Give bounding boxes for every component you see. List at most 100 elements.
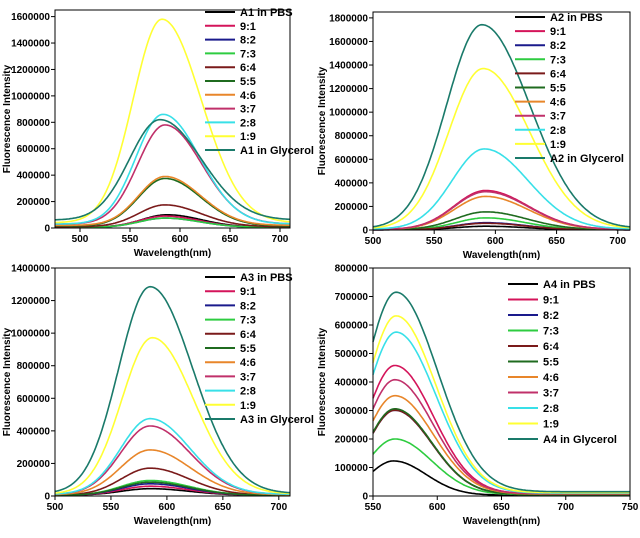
y-tick-label-a1: 1200000 [11, 65, 50, 76]
panel-a3: 500 550 600 650 700 0 200000 400000 600000 800000… [2, 264, 314, 528]
y-tick-label-a3: 1400000 [11, 264, 50, 275]
y-tick-label-a4: 400000 [335, 378, 369, 389]
series-line-a4-5-5 [372, 408, 630, 496]
x-tick-label-a3: 550 [103, 502, 120, 513]
legend-a3: A3 in PBS 9:1 8:2 7:3 6:4 5:5 4:6 3:7 2:8 1:9 A3 i… [205, 272, 314, 426]
panel-a2: 500 550 600 650 700 0 200000 400000 600000 800000… [317, 11, 631, 261]
legend-label-a2-pbs: A2 in PBS [550, 12, 603, 24]
plot-frame-a3 [54, 267, 291, 497]
legend-label-a1-8-2: 8:2 [240, 35, 256, 47]
legend-label-a1-pbs: A1 in PBS [240, 7, 293, 19]
legend-label-a2-9-1: 9:1 [550, 26, 566, 38]
x-tick-label-a2: 500 [365, 236, 382, 247]
series-line-a4-8-2 [372, 409, 630, 496]
y-tick-label-a2: 1400000 [329, 61, 368, 72]
legend-label-a2-5-5: 5:5 [550, 83, 566, 95]
legend-label-a3-8-2: 8:2 [240, 300, 256, 312]
y-axis-label-a4: Fluorescence Intensity [317, 327, 328, 436]
legend-label-a1-3-7: 3:7 [240, 104, 256, 116]
y-tick-label-a4: 700000 [335, 292, 369, 303]
y-tick-label-a3: 800000 [17, 361, 51, 372]
x-axis-label-a3: Wavelength(nm) [134, 516, 211, 527]
panel-a4: 550 600 650 700 750 0 100000 200000 300000 400000… [317, 264, 639, 528]
legend-label-a1-1-9: 1:9 [240, 131, 256, 143]
legend-label-a2-3-7: 3:7 [550, 111, 566, 123]
x-tick-label-a3: 700 [270, 502, 287, 513]
legend-label-a3-7-3: 7:3 [240, 315, 256, 327]
y-tick-label-a4: 200000 [335, 435, 369, 446]
legend-a2: A2 in PBS 9:1 8:2 7:3 6:4 5:5 4:6 3:7 2:8 1:9 A2 i… [515, 12, 624, 165]
legend-label-a3-glycerol: A3 in Glycerol [240, 414, 314, 426]
x-tick-label-a4: 650 [493, 502, 510, 513]
series-line-a2-1-9 [372, 67, 631, 229]
series-line-a1-glycerol [55, 118, 290, 221]
y-tick-label-a1: 200000 [17, 197, 51, 208]
y-tick-label-a3: 600000 [17, 394, 51, 405]
legend-label-a4-3-7: 3:7 [543, 388, 559, 400]
legend-label-a1-6-4: 6:4 [240, 62, 257, 74]
series-line-a1-6-4 [55, 204, 290, 228]
y-tick-label-a2: 400000 [335, 178, 369, 189]
x-tick-label-a4: 550 [365, 502, 382, 513]
series-line-a4-1-9 [372, 315, 630, 494]
x-tick-label-a1: 600 [172, 234, 189, 245]
y-tick-label-a4: 300000 [335, 406, 369, 417]
y-tick-label-a4: 800000 [335, 264, 369, 275]
legend-label-a3-4-6: 4:6 [240, 357, 256, 369]
y-tick-label-a3: 1200000 [11, 296, 50, 307]
legend-label-a1-2-8: 2:8 [240, 117, 256, 129]
x-tick-label-a3: 500 [47, 502, 64, 513]
y-tick-label-a2: 800000 [335, 131, 369, 142]
legend-label-a4-9-1: 9:1 [543, 295, 559, 307]
y-tick-label-a2: 1000000 [329, 108, 368, 119]
panel-a1: 500 550 600 650 700 0 200000 400000 600000 800000… [2, 7, 314, 259]
series-line-a2-3-7 [372, 190, 630, 231]
series-line-a4-pbs [372, 460, 630, 496]
x-tick-label-a4: 600 [429, 502, 446, 513]
series-line-a1-2-8 [55, 113, 291, 225]
legend-label-a1-9-1: 9:1 [240, 21, 256, 33]
legend-label-a3-3-7: 3:7 [240, 371, 256, 383]
x-tick-label-a4: 750 [622, 502, 639, 513]
legend-label-a4-4-6: 4:6 [543, 372, 559, 384]
legend-label-a3-5-5: 5:5 [240, 343, 256, 355]
y-tick-label-a1: 400000 [17, 171, 51, 182]
plot-frame-a1 [54, 9, 291, 229]
legend-label-a1-5-5: 5:5 [240, 76, 256, 88]
y-tick-label-a3: 0 [44, 492, 50, 503]
y-tick-label-a1: 1000000 [11, 91, 50, 102]
legend-label-a4-1-9: 1:9 [543, 419, 559, 431]
legend-label-a2-4-6: 4:6 [550, 97, 566, 109]
x-tick-label-a2: 650 [548, 236, 565, 247]
plot-frame-a4 [372, 267, 631, 497]
series-line-a2-5-5 [373, 211, 630, 231]
plot-frame-a2 [372, 11, 631, 231]
series-line-a1-7-3 [55, 217, 290, 229]
legend-label-a3-9-1: 9:1 [240, 286, 256, 298]
x-tick-label-a1: 650 [222, 234, 239, 245]
x-axis-label-a4: Wavelength(nm) [463, 516, 540, 527]
y-tick-label-a2: 200000 [335, 202, 369, 213]
series-line-a3-4-6 [54, 449, 290, 496]
legend-label-a2-6-4: 6:4 [550, 68, 567, 80]
legend-label-a2-8-2: 8:2 [550, 40, 566, 52]
y-tick-label-a4: 100000 [335, 463, 369, 474]
y-tick-label-a2: 1600000 [329, 37, 368, 48]
x-axis-label-a1: Wavelength(nm) [134, 248, 211, 259]
series-line-a1-4-6 [55, 175, 291, 227]
legend-label-a3-6-4: 6:4 [240, 329, 257, 341]
legend-label-a4-2-8: 2:8 [543, 403, 559, 415]
y-axis-label-a3: Fluorescence Intensity [2, 327, 13, 436]
x-tick-label-a4: 700 [557, 502, 574, 513]
y-tick-label-a2: 1200000 [329, 84, 368, 95]
y-axis-label-a2: Fluorescence Intensity [317, 66, 328, 175]
x-axis-label-a2: Wavelength(nm) [463, 250, 540, 261]
series-line-a2-glycerol [372, 23, 631, 228]
x-tick-label-a3: 600 [159, 502, 176, 513]
legend-label-a4-pbs: A4 in PBS [543, 279, 596, 291]
y-tick-label-a3: 1000000 [11, 329, 50, 340]
legend-a1: A1 in PBS 9:1 8:27:3 6:4 5:5 4:6 3:72:8 1:9 A1 i… [205, 7, 314, 157]
series-line-a3-2-8 [54, 417, 290, 495]
x-tick-label-a1: 550 [122, 234, 139, 245]
x-tick-label-a2: 700 [609, 236, 626, 247]
